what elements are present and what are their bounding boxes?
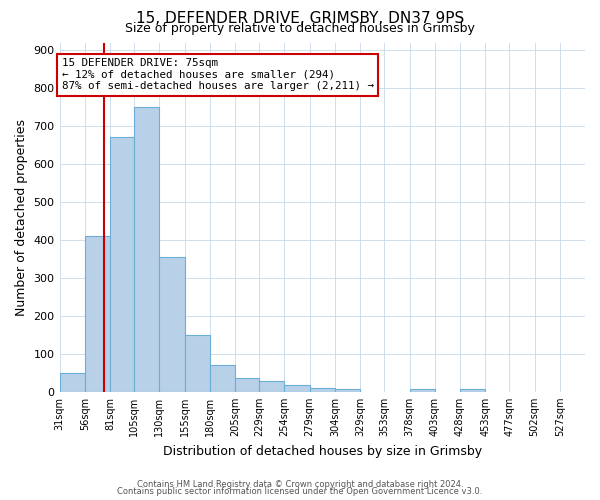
Bar (134, 107, 160, 392)
Bar (59, 373, 85, 392)
Text: 15 DEFENDER DRIVE: 75sqm
← 12% of detached houses are smaller (294)
87% of semi-: 15 DEFENDER DRIVE: 75sqm ← 12% of detach… (62, 58, 374, 92)
Bar (160, 257, 185, 392)
Bar (185, 335, 210, 392)
Bar (210, 365, 235, 392)
X-axis label: Distribution of detached houses by size in Grimsby: Distribution of detached houses by size … (163, 444, 482, 458)
Bar (235, 378, 259, 392)
Bar (460, 389, 485, 392)
Bar (310, 388, 335, 392)
Bar (284, 385, 310, 392)
Bar (410, 389, 435, 392)
Bar (335, 389, 360, 392)
Bar (110, 138, 134, 392)
Bar (259, 381, 284, 392)
Bar (85, 236, 110, 392)
Text: Size of property relative to detached houses in Grimsby: Size of property relative to detached ho… (125, 22, 475, 35)
Y-axis label: Number of detached properties: Number of detached properties (15, 118, 28, 316)
Text: Contains HM Land Registry data © Crown copyright and database right 2024.: Contains HM Land Registry data © Crown c… (137, 480, 463, 489)
Text: Contains public sector information licensed under the Open Government Licence v3: Contains public sector information licen… (118, 487, 482, 496)
Text: 15, DEFENDER DRIVE, GRIMSBY, DN37 9PS: 15, DEFENDER DRIVE, GRIMSBY, DN37 9PS (136, 11, 464, 26)
